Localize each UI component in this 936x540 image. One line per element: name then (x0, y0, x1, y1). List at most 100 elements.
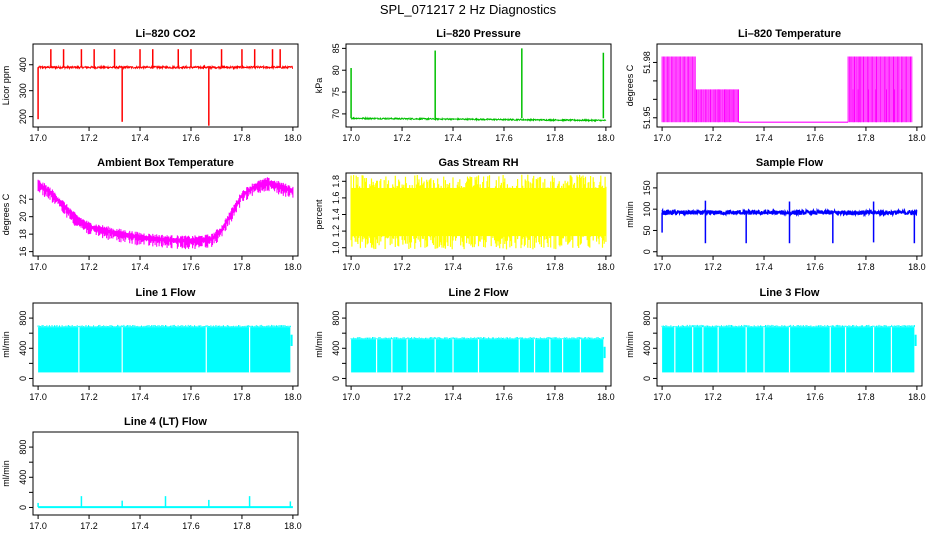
x-tick-label: 17.6 (182, 392, 200, 402)
x-tick-label: 17.2 (393, 392, 411, 402)
y-tick-label: 0 (642, 249, 652, 254)
y-tick-label: 400 (18, 341, 28, 356)
series-band (694, 89, 719, 123)
y-tick-label: 1.6 (331, 192, 341, 205)
y-axis-label: ml/min (625, 331, 635, 358)
chart-ambient_temp: Ambient Box Temperature 17.0 17.2 17.4 17.6 1… (1, 157, 302, 272)
y-axis-label: ml/min (1, 460, 11, 487)
plot-frame (32, 431, 299, 516)
y-tick-label: 200 (18, 109, 28, 124)
y-tick-label: 20 (18, 212, 28, 222)
plot-frame (32, 172, 299, 257)
x-tick-label: 17.4 (755, 392, 773, 402)
series-band (661, 56, 696, 123)
x-tick-label: 17.4 (444, 262, 462, 272)
x-tick-label: 17.8 (233, 133, 251, 143)
y-axis-label: ml/min (314, 331, 324, 358)
chart-title: Li–820 Pressure (436, 28, 520, 40)
x-tick-label: 17.6 (182, 262, 200, 272)
x-tick-label: 18.0 (284, 521, 302, 531)
y-tick-label: 150 (642, 180, 652, 195)
chart-line4: Line 4 (LT) Flow 17.0 17.2 17.4 17.6 17.8 18.0… (1, 416, 302, 531)
chart-title: Line 3 Flow (760, 287, 820, 299)
chart-li820_temp: Li–820 Temperature 17.0 17.2 17.4 17.6 17.8 18… (625, 28, 926, 143)
series-band (38, 327, 291, 373)
y-tick-label: 800 (18, 440, 28, 455)
series-line (37, 64, 293, 71)
x-tick-label: 17.8 (546, 133, 564, 143)
series-band (847, 56, 862, 123)
x-tick-label: 17.0 (342, 392, 360, 402)
x-tick-label: 17.6 (495, 392, 513, 402)
y-tick-label: 75 (331, 87, 341, 97)
y-tick-label: 18 (18, 229, 28, 239)
y-tick-label: 1.8 (331, 175, 341, 188)
y-axis-label: kPa (314, 78, 324, 94)
x-tick-label: 18.0 (597, 392, 615, 402)
y-axis-label: degrees C (625, 64, 635, 106)
series-line (351, 116, 607, 123)
y-tick-label: 1.0 (331, 241, 341, 254)
x-tick-label: 17.4 (131, 133, 149, 143)
y-tick-label: 800 (642, 311, 652, 326)
x-tick-label: 17.0 (342, 262, 360, 272)
figure-title: SPL_071217 2 Hz Diagnostics (379, 2, 557, 17)
chart-line1: Line 1 Flow 17.0 17.2 17.4 17.6 17.8 18.0 0 400 8… (1, 287, 302, 402)
x-tick-label: 17.0 (29, 133, 47, 143)
y-axis-label: percent (314, 199, 324, 230)
chart-co2: Li–820 CO2 17.0 17.2 17.4 17.6 17.8 18.0 200 300… (1, 28, 302, 143)
y-tick-label: 800 (18, 311, 28, 326)
y-tick-label: 51.98 (642, 51, 652, 74)
plot-frame (32, 302, 299, 387)
plot-frame (656, 302, 923, 387)
chart-title: Li–820 CO2 (136, 28, 196, 40)
y-tick-label: 85 (331, 43, 341, 53)
y-tick-label: 400 (18, 470, 28, 485)
chart-line2: Line 2 Flow 17.0 17.2 17.4 17.6 17.8 18.0 0 400 8… (314, 287, 615, 402)
x-tick-label: 17.2 (80, 392, 98, 402)
x-tick-label: 17.0 (653, 392, 671, 402)
series-edge (37, 324, 291, 328)
plot-area (37, 177, 294, 250)
x-tick-label: 17.8 (546, 392, 564, 402)
chart-pressure: Li–820 Pressure 17.0 17.2 17.4 17.6 17.8 18.0 7… (314, 28, 615, 143)
y-tick-label: 0 (18, 376, 28, 381)
y-tick-label: 80 (331, 65, 341, 75)
x-tick-label: 18.0 (597, 262, 615, 272)
plot-area (661, 324, 917, 373)
x-tick-label: 17.8 (546, 262, 564, 272)
series-band (351, 339, 604, 373)
series-edge (661, 324, 915, 328)
chart-gas_rh: Gas Stream RH 17.0 17.2 17.4 17.6 17.8 18.0 1.0… (314, 157, 615, 272)
plot-area (37, 49, 293, 126)
y-tick-label: 70 (331, 109, 341, 119)
plot-frame (656, 43, 923, 128)
y-tick-label: 1.4 (331, 208, 341, 221)
x-tick-label: 17.4 (444, 392, 462, 402)
x-tick-label: 17.2 (704, 133, 722, 143)
x-tick-label: 17.4 (131, 262, 149, 272)
x-tick-label: 17.8 (233, 262, 251, 272)
chart-title: Ambient Box Temperature (97, 157, 234, 169)
chart-title: Line 1 Flow (136, 287, 196, 299)
x-tick-label: 17.4 (755, 262, 773, 272)
x-tick-label: 17.8 (233, 521, 251, 531)
y-tick-label: 300 (18, 83, 28, 98)
y-tick-label: 400 (18, 57, 28, 72)
plot-area (661, 56, 913, 123)
y-tick-label: 1.2 (331, 225, 341, 238)
chart-title: Line 4 (LT) Flow (124, 416, 207, 428)
x-tick-label: 17.8 (857, 133, 875, 143)
y-tick-label: 800 (331, 311, 341, 326)
series-band (717, 89, 739, 123)
plot-frame (345, 302, 612, 387)
x-tick-label: 17.8 (857, 392, 875, 402)
series-line (350, 174, 607, 250)
x-tick-label: 18.0 (597, 133, 615, 143)
plot-frame (345, 43, 612, 128)
x-tick-label: 17.2 (80, 521, 98, 531)
x-tick-label: 17.2 (704, 392, 722, 402)
x-tick-label: 17.2 (704, 262, 722, 272)
y-tick-label: 0 (331, 376, 341, 381)
